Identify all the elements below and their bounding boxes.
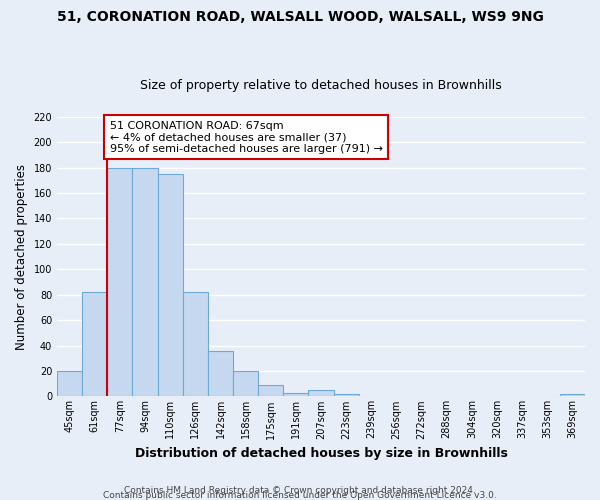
Bar [158,174,183,396]
Bar [560,394,585,396]
X-axis label: Distribution of detached houses by size in Brownhills: Distribution of detached houses by size … [134,447,508,460]
Text: 51 CORONATION ROAD: 67sqm
← 4% of detached houses are smaller (37)
95% of semi-d: 51 CORONATION ROAD: 67sqm ← 4% of detach… [110,120,383,154]
Bar [208,350,233,397]
Text: Contains HM Land Registry data © Crown copyright and database right 2024.: Contains HM Land Registry data © Crown c… [124,486,476,495]
Bar [283,392,308,396]
Bar [133,168,158,396]
Bar [258,385,283,396]
Bar [82,292,107,397]
Text: 51, CORONATION ROAD, WALSALL WOOD, WALSALL, WS9 9NG: 51, CORONATION ROAD, WALSALL WOOD, WALSA… [56,10,544,24]
Title: Size of property relative to detached houses in Brownhills: Size of property relative to detached ho… [140,79,502,92]
Bar [107,168,133,396]
Bar [334,394,359,396]
Bar [57,371,82,396]
Bar [183,292,208,397]
Y-axis label: Number of detached properties: Number of detached properties [15,164,28,350]
Bar [233,371,258,396]
Bar [308,390,334,396]
Text: Contains public sector information licensed under the Open Government Licence v3: Contains public sector information licen… [103,491,497,500]
